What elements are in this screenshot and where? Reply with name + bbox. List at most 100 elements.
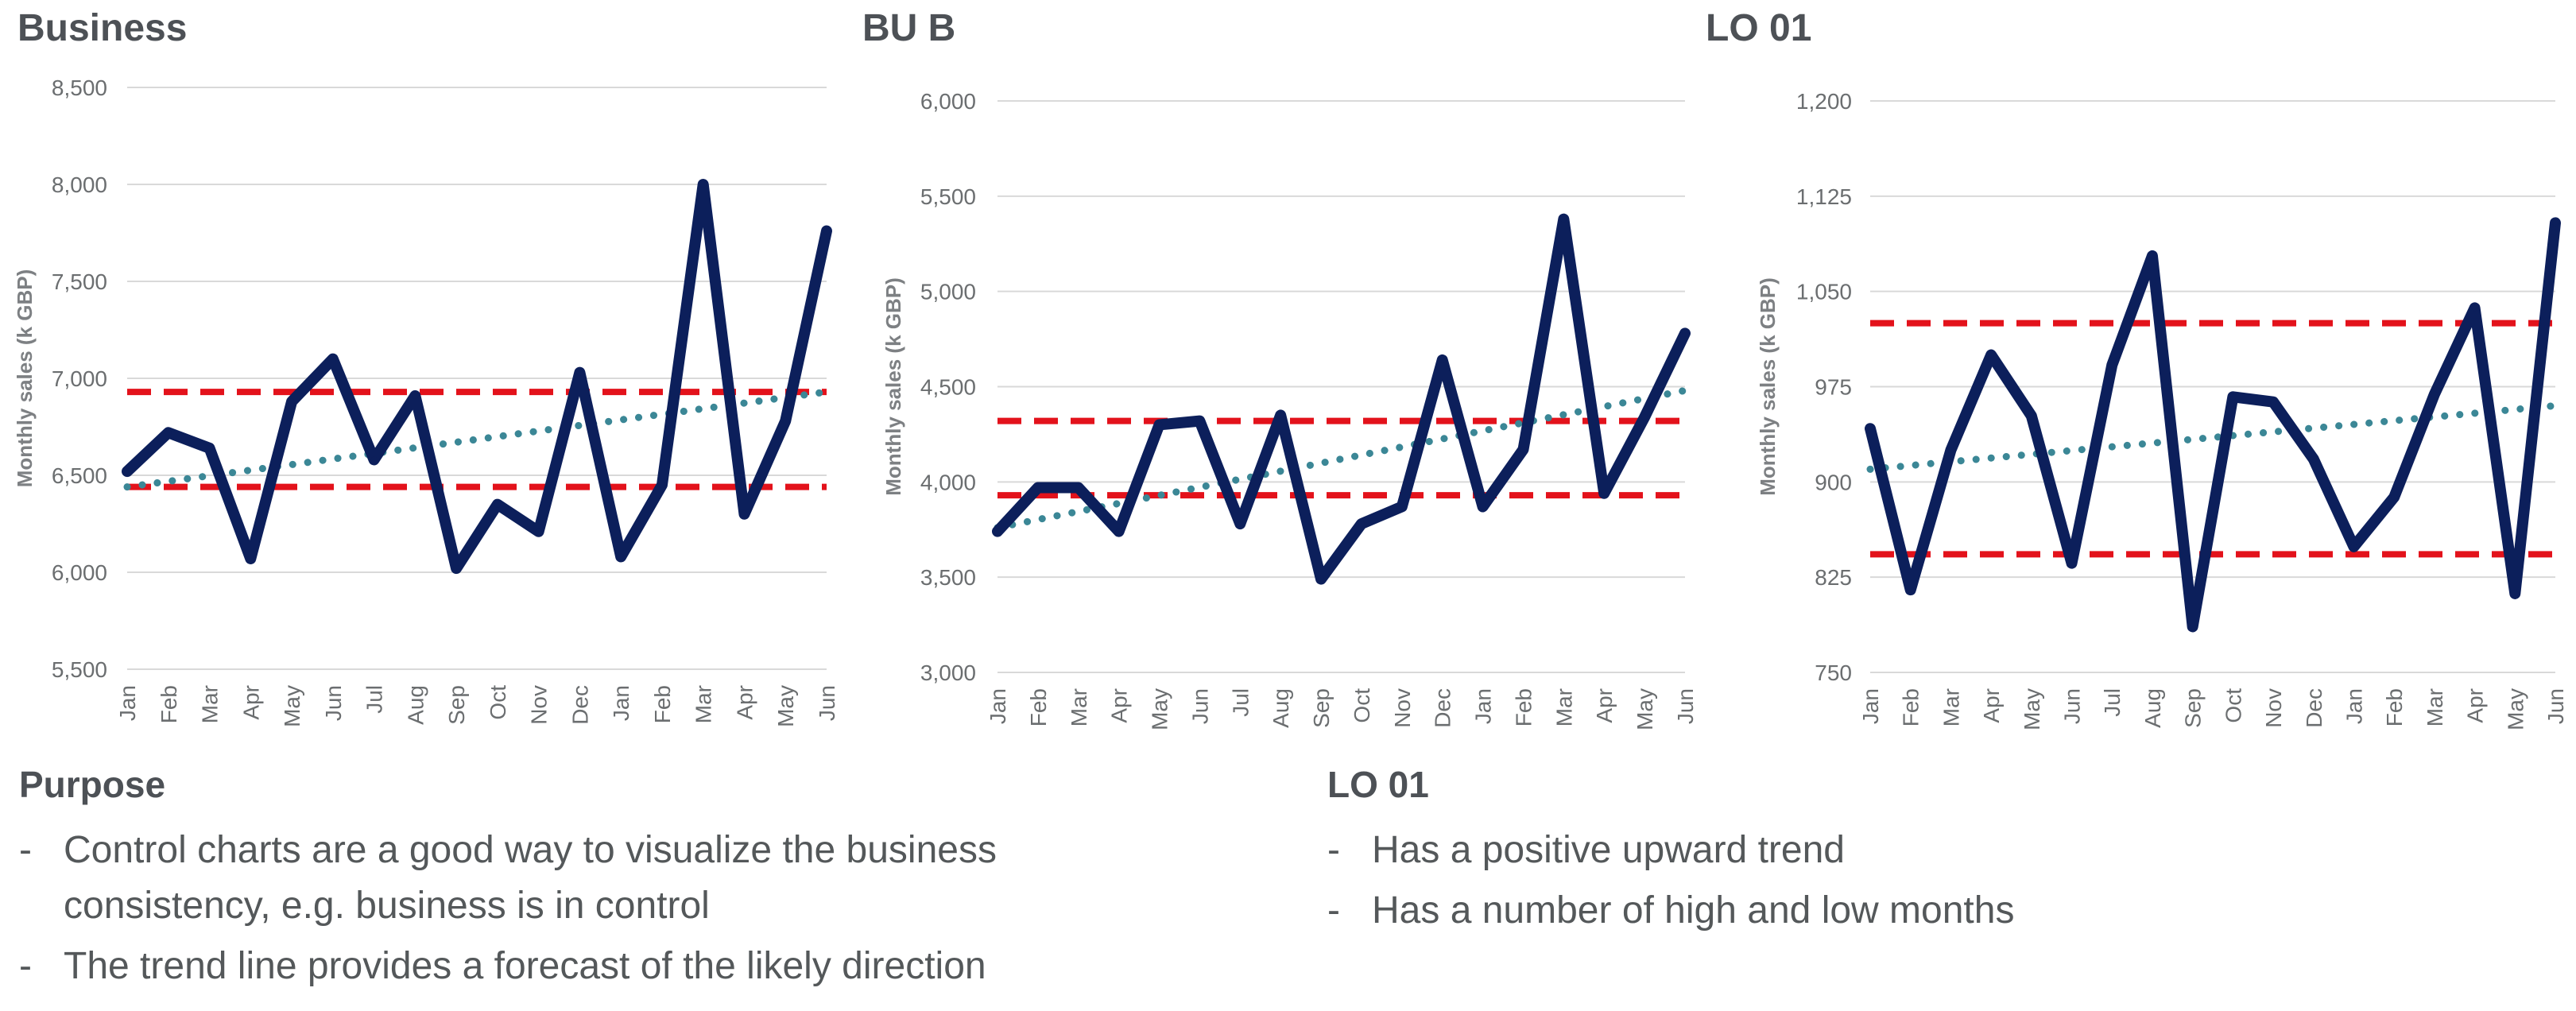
x-tick-label: Jun [1187, 688, 1212, 724]
data-point [658, 482, 665, 489]
data-point [2270, 398, 2277, 405]
x-tick-label: Aug [1269, 688, 1293, 728]
y-axis-label: Monthly sales (k GBP) [13, 269, 37, 488]
data-point [2350, 543, 2357, 550]
y-tick-label: 6,500 [52, 463, 107, 488]
x-tick-label: Aug [2140, 688, 2165, 728]
data-point [2068, 560, 2075, 567]
data-point [576, 369, 583, 376]
purpose-bullet: Control charts are a good way to visuali… [19, 823, 1195, 934]
data-point [1641, 413, 1648, 420]
x-tick-label: Nov [527, 685, 552, 725]
x-tick-label: Jun [1673, 688, 1698, 724]
lo01-bullets: Has a positive upward trend Has a number… [1327, 823, 2520, 943]
data-point [494, 501, 501, 508]
data-point [699, 181, 707, 188]
x-tick-label: Dec [1431, 688, 1455, 728]
x-tick-label: Jul [2100, 688, 2125, 717]
x-tick-label: Jan [1858, 688, 1883, 724]
x-tick-label: Apr [238, 685, 263, 720]
x-tick-label: Nov [1390, 688, 1415, 728]
y-tick-label: 825 [1815, 565, 1852, 590]
y-tick-label: 5,500 [52, 657, 107, 682]
x-tick-label: Dec [2302, 688, 2326, 728]
x-tick-label: Jan [986, 688, 1010, 724]
x-tick-label: Jun [321, 685, 346, 721]
trend-line [123, 388, 831, 491]
y-tick-label: 6,000 [52, 560, 107, 585]
data-point [247, 555, 254, 562]
y-tick-label: 975 [1815, 375, 1852, 400]
x-tick-label: Feb [1511, 688, 1536, 726]
x-tick-label: Jun [2060, 688, 2085, 724]
x-tick-label: Feb [1026, 688, 1051, 726]
x-tick-label: Oct [1350, 688, 1374, 723]
y-tick-label: 1,050 [1796, 280, 1852, 304]
trend-line [1866, 401, 2559, 473]
data-point [124, 468, 130, 475]
lo01-bullet: Has a number of high and low months [1327, 883, 2520, 939]
data-point [782, 417, 789, 424]
y-tick-label: 7,000 [52, 366, 107, 391]
data-point [2229, 393, 2237, 401]
data-point [535, 528, 542, 535]
x-tick-label: Jan [2342, 688, 2366, 724]
data-point [1682, 330, 1688, 337]
x-tick-label: Mar [198, 685, 223, 723]
x-tick-label: Feb [1899, 688, 1923, 726]
y-tick-label: 4,500 [920, 375, 976, 400]
chart-panel: 5,500 6,000 6,500 7,000 7,500 8,000 8,500 Month… [13, 76, 839, 727]
x-tick-label: Nov [2261, 688, 2286, 728]
purpose-bullet: The trend line provides a forecast of th… [19, 939, 1195, 994]
data-point [2552, 219, 2559, 227]
data-point [1601, 490, 1608, 497]
series-line [992, 213, 1691, 585]
x-tick-label: May [2020, 688, 2044, 730]
data-point [2471, 304, 2478, 312]
x-tick-label: Mar [1939, 688, 1963, 726]
data-point [1156, 421, 1163, 428]
x-tick-label: Sep [1309, 688, 1334, 728]
data-point [1439, 356, 1446, 363]
x-tick-label: Jan [609, 685, 633, 721]
data-point [289, 398, 296, 405]
data-point [2189, 623, 2196, 630]
x-tick-label: Feb [2382, 688, 2407, 726]
y-tick-label: 5,500 [920, 184, 976, 209]
data-point [1520, 446, 1527, 453]
x-tick-label: May [773, 685, 798, 727]
data-point [2109, 362, 2116, 369]
data-point [412, 392, 419, 399]
data-point [1988, 351, 1995, 358]
series-line [122, 179, 832, 575]
data-point [165, 429, 172, 436]
data-point [1237, 521, 1244, 528]
x-tick-label: Mar [691, 685, 716, 723]
x-tick-label: Feb [650, 685, 675, 723]
y-tick-label: 750 [1815, 660, 1852, 685]
data-point [206, 444, 213, 451]
data-point [994, 528, 1001, 535]
data-point [1947, 447, 1954, 454]
purpose-bullets: Control charts are a good way to visuali… [19, 823, 1195, 999]
x-tick-label: Apr [1979, 688, 2004, 723]
data-point [2028, 413, 2035, 420]
x-tick-label: Apr [1592, 688, 1617, 723]
control-charts: 5,500 6,000 6,500 7,000 7,500 8,000 8,500 Month… [13, 76, 2568, 730]
y-tick-label: 1,200 [1796, 89, 1852, 114]
x-tick-label: Oct [486, 685, 510, 720]
data-point [453, 565, 460, 572]
lo01-bullet: Has a positive upward trend [1327, 823, 2520, 878]
x-tick-label: May [1633, 688, 1657, 730]
data-point [2148, 252, 2156, 259]
chart-title-lo-01: LO 01 [1706, 7, 1812, 49]
x-tick-label: Jun [2543, 688, 2568, 724]
data-point [1358, 521, 1365, 528]
x-tick-label: Jul [1228, 688, 1253, 717]
data-point [1034, 484, 1041, 491]
x-tick-label: Dec [567, 685, 592, 725]
y-tick-label: 3,500 [920, 565, 976, 590]
lo01-title: LO 01 [1327, 764, 1429, 805]
data-point [2512, 590, 2519, 597]
y-tick-label: 900 [1815, 470, 1852, 494]
